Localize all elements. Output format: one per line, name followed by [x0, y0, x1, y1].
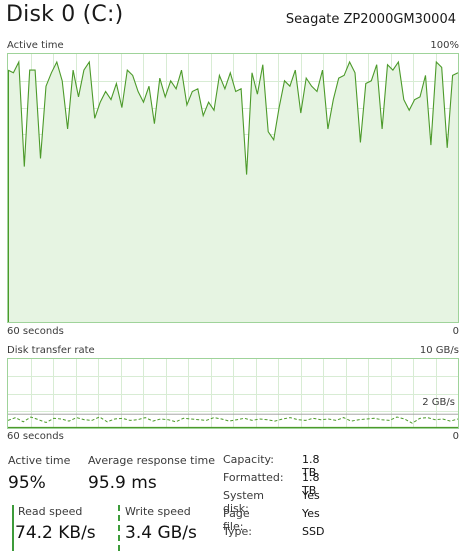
- formatted-value: 1.8 TB: [302, 471, 320, 497]
- system-disk-value: Yes: [302, 489, 320, 502]
- disk-title: Disk 0 (C:): [6, 2, 124, 27]
- page-file-value: Yes: [302, 507, 320, 520]
- capacity-label: Capacity:: [223, 453, 274, 466]
- active-time-max-label: 100%: [430, 40, 459, 51]
- read-speed-label: Read speed: [18, 505, 83, 518]
- write-speed-line: [8, 416, 458, 424]
- type-label: Type:: [223, 525, 252, 538]
- active-time-area: [8, 62, 458, 322]
- active-time-line: [8, 59, 458, 175]
- active-time-chart: [7, 53, 459, 323]
- active-time-stat-label: Active time: [8, 454, 71, 467]
- write-speed-value: 3.4 GB/s: [125, 523, 197, 543]
- system-disk-label: System disk:: [223, 489, 265, 515]
- capacity-value: 1.8 TB: [302, 453, 320, 479]
- read-speed-value: 74.2 KB/s: [15, 523, 96, 543]
- write-speed-label: Write speed: [125, 505, 191, 518]
- transfer-rate-svg: [8, 359, 458, 428]
- formatted-label: Formatted:: [223, 471, 284, 484]
- active-time-svg: [8, 54, 458, 322]
- write-speed-indicator: [118, 505, 120, 551]
- disk-model: Seagate ZP2000GM30004: [285, 12, 456, 27]
- transfer-rate-chart-label: Disk transfer rate: [7, 345, 95, 356]
- transfer-rate-max-label: 10 GB/s: [419, 345, 459, 356]
- type-value: SSD: [302, 525, 325, 538]
- active-time-duration-label: 60 seconds: [7, 326, 64, 337]
- active-time-min-label: 0: [452, 326, 459, 337]
- transfer-min-label: 0: [452, 431, 459, 442]
- response-time-stat-label: Average response time: [88, 454, 215, 467]
- active-time-chart-label: Active time: [7, 40, 64, 51]
- read-speed-indicator: [12, 505, 14, 551]
- transfer-ref-label: 2 GB/s: [422, 397, 455, 408]
- transfer-rate-chart: 2 GB/s: [7, 358, 459, 429]
- active-time-stat-value: 95%: [8, 473, 46, 493]
- transfer-duration-label: 60 seconds: [7, 431, 64, 442]
- page-file-label: Page file:: [223, 507, 250, 533]
- response-time-stat-value: 95.9 ms: [88, 473, 157, 493]
